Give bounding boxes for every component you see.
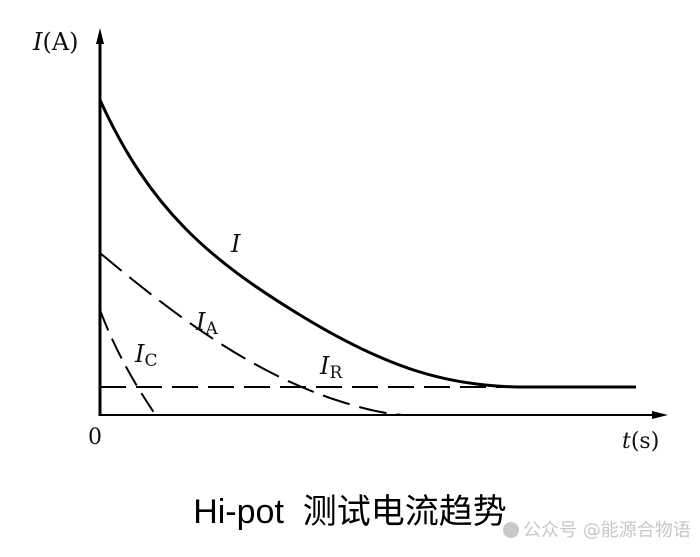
curve-I [98,99,636,389]
y-axis-label: I(A) [32,28,79,56]
label-IA: IA [195,308,218,339]
x-axis-arrow [652,411,668,419]
origin-label: 0 [88,425,102,450]
curve-IA [99,252,403,416]
watermark: 公众号 @能源合物语 [503,516,691,542]
label-IC: IC [134,340,158,371]
y-axis-arrow [96,28,104,44]
label-IR: IR [319,352,343,383]
x-axis-label: t(s) [622,429,659,454]
label-I: I [230,230,241,258]
caption: Hi-pot 测试电流趋势 [193,493,507,531]
wechat-icon [503,522,519,538]
curve-IC [99,309,158,418]
watermark-text: 公众号 @能源合物语 [523,520,691,541]
